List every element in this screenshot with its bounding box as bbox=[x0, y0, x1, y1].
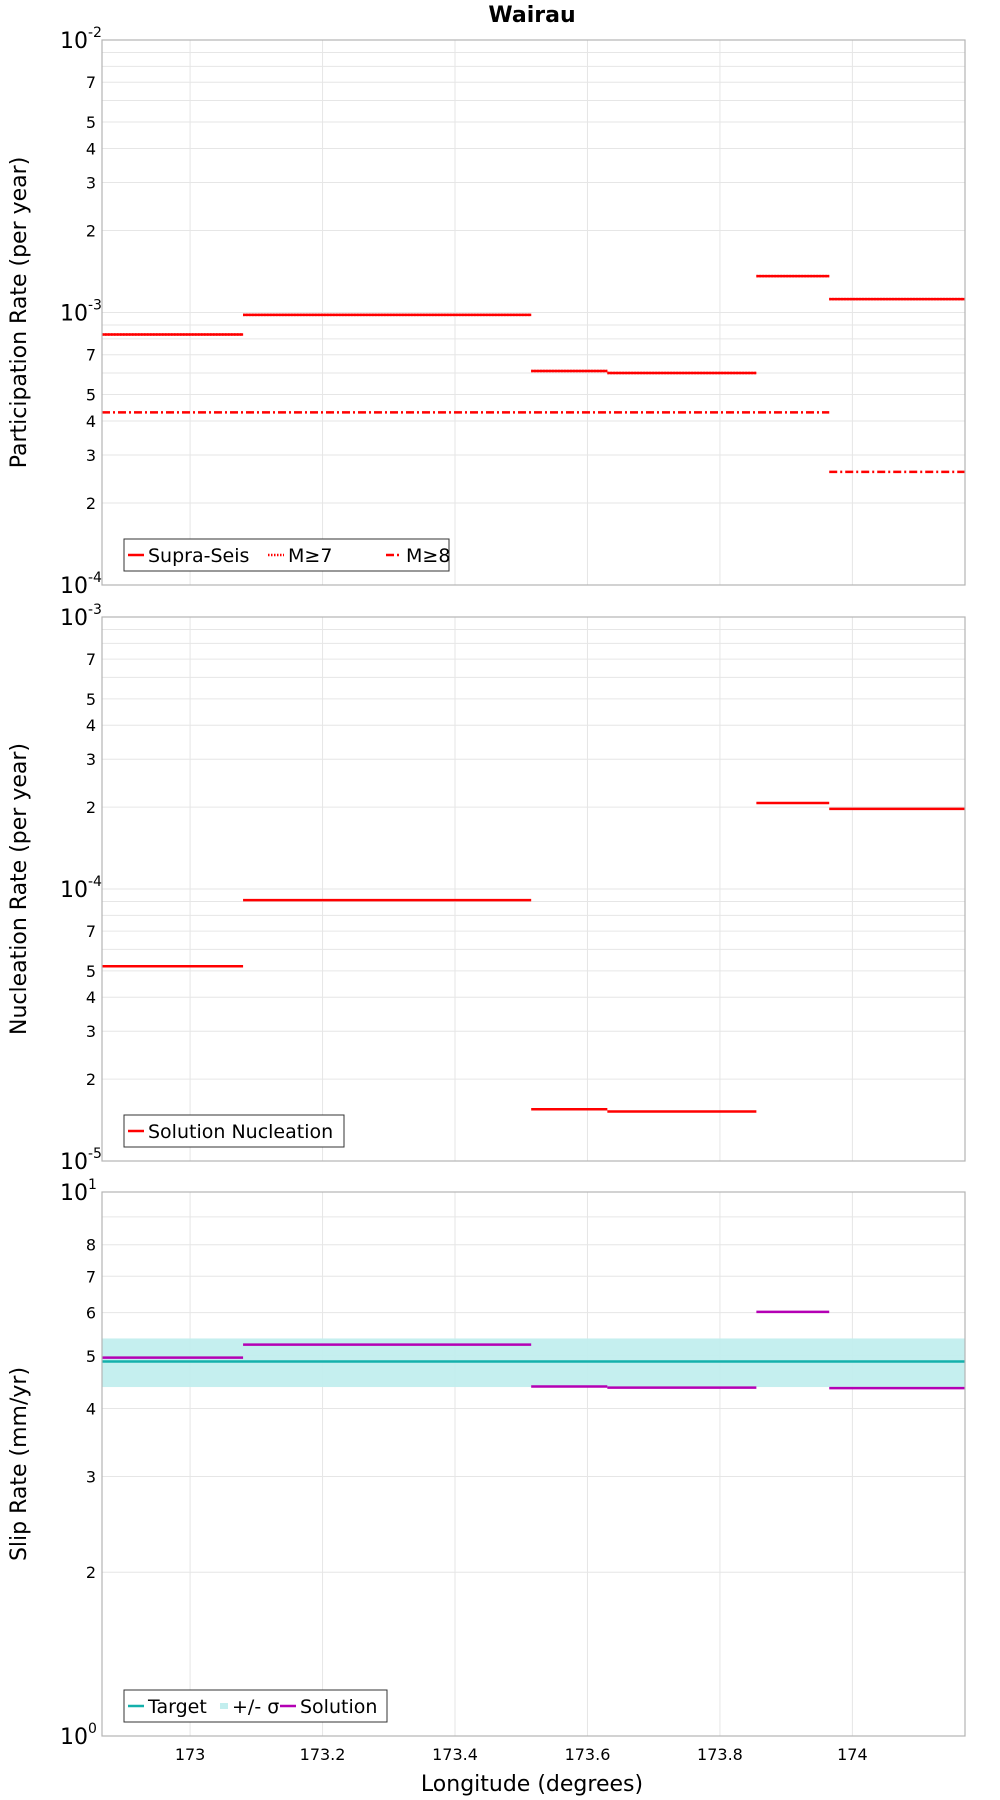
y-tick-label: 5 bbox=[86, 113, 96, 132]
legend: Solution Nucleation bbox=[123, 1114, 345, 1148]
legend-label: Solution Nucleation bbox=[148, 1121, 333, 1143]
y-tick-label: 5 bbox=[86, 690, 96, 709]
plot-area bbox=[102, 1192, 965, 1736]
y-decade-exponent: 0 bbox=[88, 1721, 97, 1737]
y-tick-label: 7 bbox=[86, 73, 96, 92]
y-decade-label: 10 bbox=[60, 1181, 88, 1206]
legend-box bbox=[123, 1689, 388, 1723]
y-tick-label: 2 bbox=[86, 221, 96, 240]
x-tick-label: 173.4 bbox=[432, 1745, 478, 1764]
y-decade-label: 10 bbox=[60, 302, 88, 327]
y-decade-label: 10 bbox=[60, 574, 88, 599]
y-decade-exponent: -5 bbox=[88, 1146, 102, 1162]
series-m-7 bbox=[102, 274, 965, 375]
y-tick-label: 3 bbox=[86, 750, 96, 769]
y-tick-label: 8 bbox=[86, 1236, 96, 1255]
y-tick-label: 3 bbox=[86, 1467, 96, 1486]
y-tick-label: 5 bbox=[86, 386, 96, 405]
legend-label: Target bbox=[147, 1696, 207, 1718]
y-tick-label: 2 bbox=[86, 1070, 96, 1089]
y-tick-label: 7 bbox=[86, 346, 96, 365]
y-tick-label: 6 bbox=[86, 1304, 96, 1323]
legend-label: M≥7 bbox=[288, 545, 332, 567]
y-decade-exponent: -4 bbox=[88, 570, 102, 586]
y-decade-label: 10 bbox=[60, 878, 88, 903]
y-decade-exponent: -4 bbox=[88, 874, 102, 890]
x-tick-label: 174 bbox=[837, 1745, 868, 1764]
legend-label: Supra-Seis bbox=[148, 545, 249, 567]
x-tick-label: 173.6 bbox=[565, 1745, 611, 1764]
legend: Target +/- σ Solution bbox=[123, 1689, 388, 1723]
y-tick-label: 4 bbox=[86, 988, 96, 1007]
y-tick-label: 2 bbox=[86, 494, 96, 513]
y-decade-exponent: -3 bbox=[88, 602, 102, 618]
plot-frame bbox=[101, 616, 966, 1162]
y-tick-label: 2 bbox=[86, 1563, 96, 1582]
y-tick-label: 3 bbox=[86, 173, 96, 192]
y-decade-exponent: 1 bbox=[88, 1177, 97, 1193]
y-decade-label: 10 bbox=[60, 1725, 88, 1750]
legend: Supra-Seis M≥7 M≥8 bbox=[123, 538, 450, 572]
x-axis-label: Longitude (degrees) bbox=[421, 1772, 643, 1797]
y-tick-label: 4 bbox=[86, 412, 96, 431]
y-decade-exponent: -2 bbox=[88, 25, 102, 41]
x-tick-label: 173.2 bbox=[300, 1745, 346, 1764]
y-tick-label: 3 bbox=[86, 1022, 96, 1041]
y-decade-label: 10 bbox=[60, 29, 88, 54]
legend-label: Solution bbox=[300, 1696, 377, 1718]
y-decade-exponent: -3 bbox=[88, 298, 102, 314]
series-m-8 bbox=[102, 411, 965, 474]
y-tick-label: 4 bbox=[86, 716, 96, 735]
y-axis-label: Participation Rate (per year) bbox=[7, 157, 32, 469]
y-tick-label: 5 bbox=[86, 962, 96, 981]
legend-label: M≥8 bbox=[406, 545, 450, 567]
legend-box bbox=[123, 1114, 345, 1148]
plot-frame bbox=[101, 1191, 966, 1737]
series-solution-nucleation bbox=[102, 801, 965, 1113]
series-solution bbox=[102, 1310, 965, 1390]
legend-label: +/- σ bbox=[232, 1696, 279, 1718]
y-axis-label: Slip Rate (mm/yr) bbox=[7, 1367, 32, 1561]
y-tick-label: 4 bbox=[86, 1399, 96, 1418]
y-tick-label: 7 bbox=[86, 650, 96, 669]
y-tick-label: 3 bbox=[86, 446, 96, 465]
chart-title: Wairau bbox=[488, 3, 575, 28]
y-decade-label: 10 bbox=[60, 1150, 88, 1175]
x-tick-label: 173.8 bbox=[697, 1745, 743, 1764]
gridlines bbox=[102, 1192, 965, 1736]
y-tick-label: 5 bbox=[86, 1347, 96, 1366]
legend-box bbox=[123, 538, 450, 572]
y-tick-label: 7 bbox=[86, 922, 96, 941]
x-tick-label: 173 bbox=[175, 1745, 206, 1764]
plot-frame bbox=[101, 39, 966, 586]
y-axis-label: Nucleation Rate (per year) bbox=[7, 743, 32, 1035]
y-decade-label: 10 bbox=[60, 606, 88, 631]
y-tick-label: 7 bbox=[86, 1267, 96, 1286]
gridlines bbox=[102, 617, 965, 1161]
gridlines bbox=[102, 40, 965, 585]
y-tick-label: 4 bbox=[86, 139, 96, 158]
y-tick-label: 2 bbox=[86, 798, 96, 817]
